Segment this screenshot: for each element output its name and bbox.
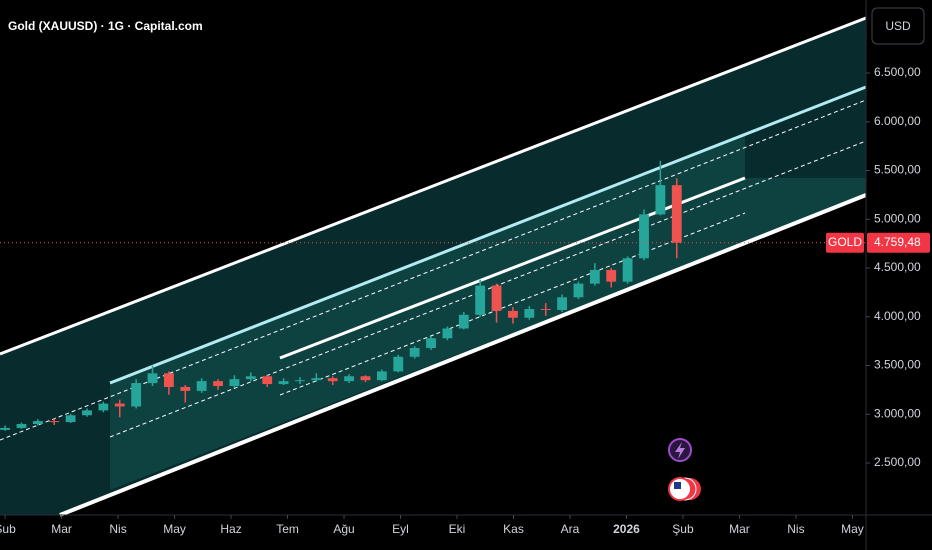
candle-body [606, 269, 617, 282]
candle-body [278, 381, 289, 385]
candle-body [180, 386, 191, 391]
candle-body [82, 410, 92, 416]
x-tick-label: Nis [109, 522, 126, 536]
y-tick-label: 3.000,00 [874, 406, 921, 420]
candle-body [557, 297, 567, 310]
candle-body [458, 314, 469, 329]
candle-body [540, 308, 551, 310]
candle-body [163, 373, 174, 387]
candle-body [475, 285, 486, 315]
y-tick-label: 2.500,00 [874, 455, 921, 469]
candle-body [639, 214, 649, 259]
lightning-icon [675, 442, 685, 459]
candle-body [131, 383, 142, 407]
candle-body [376, 371, 387, 381]
y-tick-label: 3.500,00 [874, 358, 921, 372]
candle-body [49, 421, 60, 423]
channel-mid [279, 176, 746, 360]
x-tick-label: Tem [276, 522, 299, 536]
candle-body [491, 285, 502, 311]
candle-body [622, 258, 633, 282]
candle-body [213, 381, 223, 387]
candle-body [65, 415, 76, 423]
x-tick-label: May [841, 522, 864, 536]
channel-top [0, 16, 867, 356]
candle-body [0, 427, 10, 430]
channel-bottom [59, 193, 867, 517]
x-tick-label: Mar [729, 522, 750, 536]
symbol-tag: GOLD [828, 235, 862, 249]
y-tick-label: 5.500,00 [874, 163, 921, 177]
x-tick-label: Şub [672, 522, 694, 536]
y-tick-label: 6.500,00 [874, 65, 921, 79]
candle-body [147, 373, 158, 384]
candle-body [196, 381, 207, 391]
candle-body [98, 403, 109, 411]
x-tick-label: Şub [0, 522, 16, 536]
currency-label[interactable]: USD [885, 19, 911, 33]
candle-body [229, 379, 240, 387]
channel-dash [279, 212, 746, 396]
x-tick-label: Nis [787, 522, 804, 536]
candle-body [327, 378, 338, 382]
candle-body [409, 347, 420, 357]
candle-body [573, 283, 584, 298]
x-tick-label: Mar [51, 522, 72, 536]
candle-body [426, 338, 436, 348]
candle-body [311, 378, 322, 381]
candle-body [393, 356, 404, 372]
y-tick-label: 4.500,00 [874, 260, 921, 274]
axes: 2.500,00 3.000,00 3.500,00 4.000,00 4.500,00… [0, 65, 930, 536]
x-tick-label: Ağu [333, 522, 354, 536]
candle-body [524, 308, 535, 318]
candle-body [295, 380, 305, 382]
candle-body [32, 421, 43, 425]
candle-body [671, 185, 682, 243]
last-price-label: 4.759,48 [874, 235, 921, 249]
candle-body [508, 310, 518, 318]
candle-body [245, 376, 256, 380]
x-tick-label: Ara [561, 522, 580, 536]
symbol-tag-box [826, 232, 864, 253]
candle-body [344, 376, 355, 382]
candle-body [589, 269, 600, 284]
last-price-box [867, 232, 930, 253]
currency-button[interactable] [871, 7, 925, 45]
plot [0, 160, 866, 431]
chart-title: Gold (XAUUSD) · 1G · Capital.com [8, 19, 203, 33]
x-tick-label: Eki [449, 522, 466, 536]
price-axis [866, 0, 932, 550]
candle-body [262, 376, 273, 385]
candle-body [360, 376, 371, 381]
x-tick-label: 2026 [613, 522, 640, 536]
y-tick-label: 6.000,00 [874, 114, 921, 128]
candle-body [442, 328, 453, 339]
candle-body [655, 185, 666, 215]
x-tick-label: Kas [503, 522, 524, 536]
y-tick-label: 5.000,00 [874, 211, 921, 225]
x-tick-label: Eyl [392, 522, 409, 536]
y-tick-label: 4.000,00 [874, 309, 921, 323]
x-tick-label: May [163, 522, 186, 536]
channel-dash [0, 99, 867, 441]
candle-body [16, 424, 27, 428]
flag-canton [674, 482, 681, 489]
channel-dash [109, 140, 867, 438]
candle-body [114, 403, 125, 407]
x-tick-label: Haz [220, 522, 241, 536]
channel-upper [109, 85, 867, 385]
